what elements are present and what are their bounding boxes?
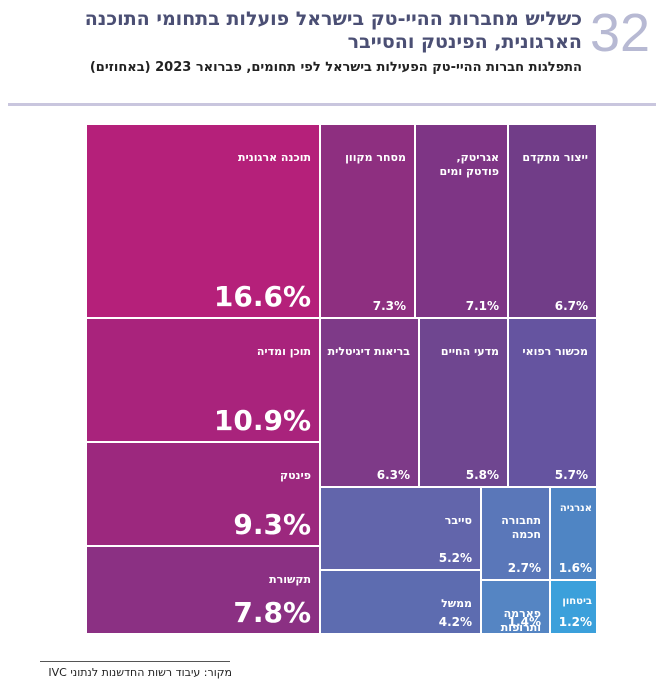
figure-number: 32 xyxy=(590,3,651,63)
tile-value: 1.4% xyxy=(507,615,541,629)
tile-label: ממשל xyxy=(441,597,472,610)
treemap-tile: תחבורה חכמה 2.7% xyxy=(481,487,550,580)
tile-value: 5.8% xyxy=(465,468,499,482)
tile-label: מכשור רפואי xyxy=(522,345,588,358)
treemap-tile: בריאות דיגיטלית 6.3% xyxy=(320,318,419,487)
source-note: מקור: עיבוד רשות החדשנות לנתוני IVC xyxy=(48,666,232,679)
treemap-tile: ממשל 4.2% xyxy=(320,570,481,634)
treemap-tile: מסחר מקוון 7.3% xyxy=(320,124,415,318)
treemap-tile: פארמה ותרופות 1.4% xyxy=(481,580,550,634)
tile-label: ביטחון xyxy=(562,596,592,607)
tile-label: תוכן ומדיה xyxy=(256,345,311,358)
tile-label: מדעי החיים xyxy=(440,345,499,358)
treemap-tile: אנרגיה 1.6% xyxy=(550,487,597,580)
tile-label: פינטק xyxy=(279,469,311,482)
treemap-tile: ייצור מתקדם 6.7% xyxy=(508,124,597,318)
tile-label: ייצור מתקדם xyxy=(522,151,588,164)
treemap-tile: ביטחון 1.2% xyxy=(550,580,597,634)
tile-value: 10.9% xyxy=(213,404,311,437)
tile-label: תוכנה ארגונית xyxy=(238,151,311,164)
tile-value: 6.7% xyxy=(554,299,588,313)
tile-value: 5.2% xyxy=(438,551,472,565)
treemap-tile: תוכן ומדיה 10.9% xyxy=(86,318,320,442)
treemap-tile: מדעי החיים 5.8% xyxy=(419,318,508,487)
tile-value: 7.1% xyxy=(465,299,499,313)
tile-value: 7.3% xyxy=(372,299,406,313)
chart-subtitle: התפלגות חברות ההיי-טק הפעילות בישראל לפי… xyxy=(89,60,582,75)
treemap-tile: אגריטק, פודטק ומים 7.1% xyxy=(415,124,508,318)
tile-label: מסחר מקוון xyxy=(345,151,406,164)
header-rule xyxy=(8,103,656,106)
source-rule xyxy=(40,661,230,662)
tile-value: 9.3% xyxy=(233,508,311,541)
tile-value: 16.6% xyxy=(213,280,311,313)
tile-label: אגריטק, פודטק ומים xyxy=(439,151,499,178)
chart-title: כשליש מחברות ההיי-טק בישראל פועלות בתחומ… xyxy=(84,8,582,53)
tile-value: 7.8% xyxy=(233,596,311,629)
tile-label: תקשורת xyxy=(269,573,311,586)
tile-label: תחבורה חכמה xyxy=(501,514,541,541)
tile-label: אנרגיה xyxy=(559,503,592,514)
tile-value: 1.6% xyxy=(558,561,592,575)
treemap-tile: סייבר 5.2% xyxy=(320,487,481,570)
treemap-tile: תוכנה ארגונית 16.6% xyxy=(86,124,320,318)
tile-value: 2.7% xyxy=(507,561,541,575)
tile-value: 4.2% xyxy=(438,615,472,629)
tile-label: פארמה ותרופות xyxy=(500,607,541,634)
tile-value: 5.7% xyxy=(554,468,588,482)
tile-label: בריאות דיגיטלית xyxy=(327,345,410,358)
tile-value: 1.2% xyxy=(558,615,592,629)
tile-value: 6.3% xyxy=(376,468,410,482)
tile-label: סייבר xyxy=(444,514,472,527)
treemap-tile: פינטק 9.3% xyxy=(86,442,320,546)
treemap-tile: מכשור רפואי 5.7% xyxy=(508,318,597,487)
treemap-tile: תקשורת 7.8% xyxy=(86,546,320,634)
